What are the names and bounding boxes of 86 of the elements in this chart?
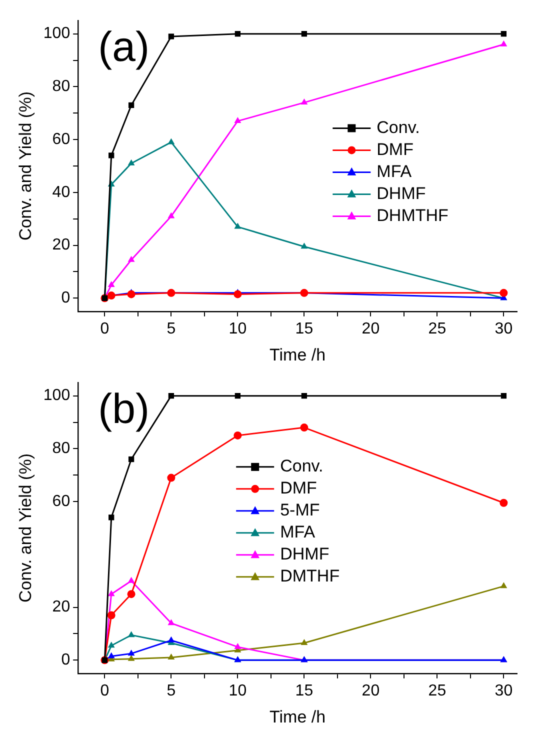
legend-label: MFA bbox=[280, 522, 316, 542]
y-tick-label: 40 bbox=[52, 184, 70, 201]
point bbox=[108, 590, 115, 596]
y-axis-title: Conv. and Yield (%) bbox=[16, 454, 35, 602]
point bbox=[500, 392, 507, 399]
legend-label: Conv. bbox=[280, 456, 324, 476]
x-tick-label: 30 bbox=[494, 320, 513, 338]
y-tick-label: 0 bbox=[61, 290, 70, 307]
point bbox=[127, 590, 136, 598]
point bbox=[168, 138, 175, 144]
point bbox=[127, 290, 136, 298]
point bbox=[128, 256, 135, 262]
legend-label: DHMF bbox=[376, 184, 426, 203]
x-tick-label: 0 bbox=[100, 320, 110, 338]
y-tick-label: 0 bbox=[61, 652, 70, 669]
annotation: (a) bbox=[98, 23, 150, 70]
legend-label: Conv. bbox=[376, 118, 420, 137]
point bbox=[168, 636, 175, 642]
point bbox=[108, 642, 115, 648]
point bbox=[168, 654, 175, 660]
y-tick-label: 20 bbox=[52, 236, 70, 254]
point bbox=[168, 34, 174, 40]
point bbox=[128, 631, 135, 638]
point bbox=[128, 456, 134, 462]
x-axis-title: Time /h bbox=[270, 707, 326, 726]
point bbox=[108, 152, 114, 158]
point bbox=[234, 392, 241, 399]
point bbox=[108, 514, 114, 520]
x-tick-label: 5 bbox=[166, 320, 176, 338]
y-tick-label: 60 bbox=[52, 130, 70, 148]
legend-label: DHMF bbox=[280, 544, 330, 564]
point bbox=[500, 288, 508, 297]
x-tick-label: 10 bbox=[228, 682, 247, 700]
annotation: (b) bbox=[98, 385, 150, 432]
point bbox=[234, 117, 242, 124]
legend-label: 5-MF bbox=[280, 500, 320, 520]
y-tick-label: 100 bbox=[43, 25, 70, 42]
point bbox=[168, 392, 174, 399]
point bbox=[234, 290, 242, 298]
legend-label: DHMTHF bbox=[376, 206, 448, 225]
x-axis-title: Time /h bbox=[270, 345, 326, 364]
point bbox=[168, 212, 175, 218]
point bbox=[128, 159, 135, 166]
point bbox=[301, 30, 308, 37]
point bbox=[108, 652, 115, 658]
point bbox=[167, 474, 176, 482]
y-tick-label: 20 bbox=[52, 598, 70, 616]
x-tick-label: 25 bbox=[428, 320, 446, 338]
point bbox=[234, 642, 242, 649]
point bbox=[128, 654, 135, 661]
point bbox=[300, 424, 308, 432]
point bbox=[234, 222, 242, 229]
point bbox=[234, 30, 241, 37]
x-tick-label: 30 bbox=[494, 682, 513, 700]
point bbox=[234, 431, 242, 440]
y-tick-label: 100 bbox=[43, 387, 70, 404]
x-tick-label: 15 bbox=[295, 320, 314, 338]
point bbox=[128, 576, 135, 583]
point bbox=[128, 102, 134, 108]
point bbox=[300, 639, 308, 645]
legend-label: MFA bbox=[376, 162, 412, 181]
x-tick-label: 20 bbox=[362, 320, 380, 338]
y-tick-label: 60 bbox=[52, 492, 70, 510]
point bbox=[500, 40, 508, 46]
point bbox=[500, 30, 507, 37]
point bbox=[301, 392, 308, 399]
point bbox=[108, 280, 115, 287]
x-tick-label: 25 bbox=[428, 682, 446, 700]
y-tick-label: 80 bbox=[52, 440, 70, 458]
point bbox=[300, 242, 308, 249]
point bbox=[500, 498, 508, 507]
y-axis-title: Conv. and Yield (%) bbox=[16, 92, 35, 240]
point bbox=[128, 650, 135, 656]
y-tick-label: 80 bbox=[52, 78, 70, 96]
point bbox=[500, 582, 508, 588]
point bbox=[107, 611, 116, 620]
x-tick-label: 0 bbox=[100, 682, 110, 700]
legend-label: DMF bbox=[280, 478, 317, 498]
x-tick-label: 15 bbox=[295, 682, 314, 700]
point bbox=[168, 619, 175, 626]
x-tick-label: 20 bbox=[362, 682, 380, 700]
x-tick-label: 5 bbox=[166, 682, 176, 700]
legend-label: DMTHF bbox=[280, 566, 340, 586]
legend-label: DMF bbox=[376, 140, 414, 159]
point bbox=[300, 98, 308, 105]
x-tick-label: 10 bbox=[228, 320, 247, 338]
